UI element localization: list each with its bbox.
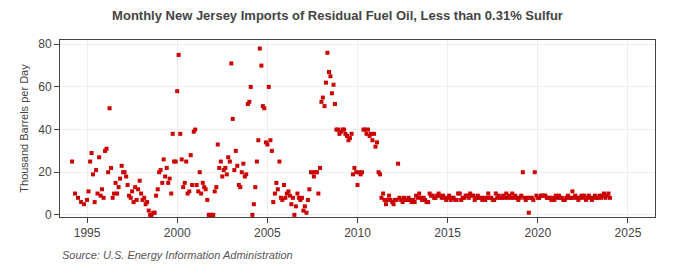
svg-text:1995: 1995 <box>74 226 101 240</box>
svg-text:Monthly New Jersey Imports of: Monthly New Jersey Imports of Residual F… <box>112 8 563 23</box>
svg-text:2010: 2010 <box>344 226 371 240</box>
svg-text:2015: 2015 <box>434 226 461 240</box>
svg-text:2020: 2020 <box>524 226 551 240</box>
svg-text:2000: 2000 <box>164 226 191 240</box>
svg-text:2025: 2025 <box>615 226 642 240</box>
svg-text:20: 20 <box>38 165 52 179</box>
svg-text:Source: U.S. Energy Informatio: Source: U.S. Energy Information Administ… <box>62 249 293 261</box>
svg-text:40: 40 <box>38 123 52 137</box>
svg-text:0: 0 <box>45 208 52 222</box>
svg-text:60: 60 <box>38 80 52 94</box>
svg-text:80: 80 <box>38 37 52 51</box>
svg-text:Thousand Barrels per Day: Thousand Barrels per Day <box>18 64 30 193</box>
svg-text:2005: 2005 <box>254 226 281 240</box>
